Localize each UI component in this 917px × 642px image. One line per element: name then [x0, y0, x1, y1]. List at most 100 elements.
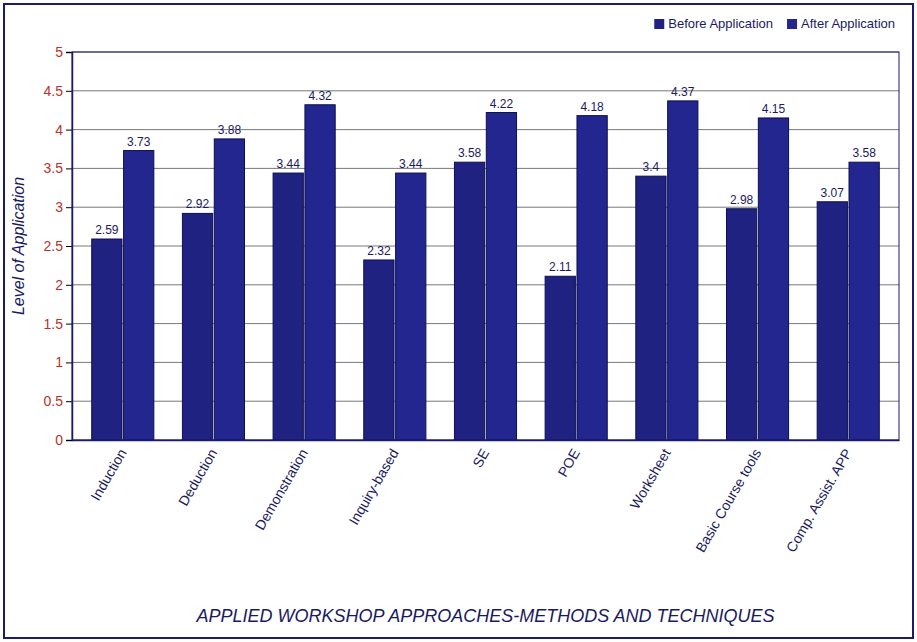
data-label: 3.44 [277, 157, 301, 171]
tick: Induction [87, 440, 129, 503]
data-label: 2.32 [367, 244, 391, 258]
data-label: 3.4 [643, 160, 660, 174]
tick-label: Demonstration [252, 446, 311, 533]
tick-mark [66, 401, 72, 402]
chart: 2.592.923.442.323.582.113.42.983.073.733… [0, 0, 917, 642]
bar [849, 162, 879, 440]
data-label: 4.22 [490, 97, 514, 111]
bar [396, 173, 426, 440]
tick: 1 [55, 354, 72, 370]
tick-mark [66, 362, 72, 363]
tick: 3.5 [44, 160, 72, 176]
tick: 2.5 [44, 238, 72, 254]
grid-line [72, 90, 899, 91]
tick-mark [66, 207, 72, 208]
x-axis-title: APPLIED WORKSHOP APPROACHES-METHODS AND … [195, 606, 774, 626]
tick: Worksheet [627, 440, 674, 512]
bar [92, 239, 122, 440]
tick-label: Worksheet [627, 446, 674, 512]
data-label: 4.37 [671, 85, 695, 99]
tick: Comp. Assist. APP [783, 440, 855, 555]
tick: 4.5 [44, 83, 72, 99]
tick-label: Deduction [175, 446, 220, 509]
tick-mark [66, 324, 72, 325]
data-label: 3.44 [399, 157, 423, 171]
tick: POE [554, 440, 583, 480]
tick-mark [66, 285, 72, 286]
data-label: 3.58 [852, 146, 876, 160]
tick-label: Inquiry-based [345, 446, 401, 527]
bar [305, 105, 335, 440]
data-label: 3.58 [458, 146, 482, 160]
data-label: 3.88 [218, 123, 242, 137]
y-axis-title: Level of Application [10, 177, 27, 315]
bar [636, 176, 666, 440]
tick-mark [66, 91, 72, 92]
tick-label: 4.5 [44, 83, 64, 99]
data-labels: 2.592.923.442.323.582.113.42.983.073.733… [95, 85, 876, 274]
data-label: 2.59 [95, 223, 119, 237]
tick: 0.5 [44, 393, 72, 409]
legend-swatch [787, 19, 797, 29]
legend-label: After Application [801, 16, 895, 31]
tick-label: POE [554, 446, 583, 480]
tick-label: Basic Course tools [692, 446, 764, 555]
bar [577, 116, 607, 440]
data-label: 3.07 [821, 186, 845, 200]
legend-label: Before Application [668, 16, 773, 31]
tick-label: Induction [87, 446, 129, 503]
tick-label: 2.5 [44, 238, 64, 254]
tick-label: 0.5 [44, 393, 64, 409]
tick-label: SE [469, 446, 492, 470]
tick-label: 4 [55, 122, 63, 138]
tick-label: 5 [55, 44, 63, 60]
legend-swatch [654, 19, 664, 29]
data-label: 2.92 [186, 197, 210, 211]
tick: 3 [55, 199, 72, 215]
tick-label: 1 [55, 354, 63, 370]
tick: 4 [55, 122, 72, 138]
plot: 2.592.923.442.323.582.113.42.983.073.733… [44, 44, 900, 555]
tick-label: 3.5 [44, 160, 64, 176]
tick-mark [66, 168, 72, 169]
x-axis: Induction Deduction Demonstration Inquiry-b… [73, 440, 900, 555]
tick: 1.5 [44, 316, 72, 332]
tick-label: 2 [55, 277, 63, 293]
data-label: 4.18 [580, 100, 604, 114]
plot-frame [72, 52, 899, 440]
y-axis: 0 0.5 1 1.5 2 2.5 3 3.5 4 4.5 5 [44, 44, 73, 448]
bar [817, 202, 847, 440]
bar [364, 260, 394, 440]
tick: 5 [55, 44, 72, 60]
bar [214, 139, 244, 440]
tick: SE [469, 440, 492, 470]
data-label: 3.73 [127, 135, 151, 149]
tick-mark [66, 440, 72, 441]
tick-label: Comp. Assist. APP [783, 446, 855, 555]
bar [273, 173, 303, 440]
bar [726, 209, 756, 440]
bar [454, 162, 484, 440]
tick: 2 [55, 277, 72, 293]
tick-mark [66, 246, 72, 247]
bar [182, 213, 212, 440]
bar [668, 101, 698, 440]
legend-item: After Application [787, 16, 895, 31]
tick: Deduction [175, 440, 220, 509]
tick: Demonstration [252, 440, 311, 533]
data-label: 4.32 [308, 89, 332, 103]
legend: Before Application After Application [654, 16, 895, 31]
tick: 0 [55, 432, 72, 448]
bars [92, 101, 880, 440]
bar [124, 151, 154, 440]
bar [486, 113, 516, 440]
tick-label: 3 [55, 199, 63, 215]
data-label: 2.98 [730, 193, 754, 207]
bar [545, 276, 575, 440]
data-label: 4.15 [762, 102, 786, 116]
tick: Basic Course tools [692, 440, 764, 555]
tick-mark [66, 130, 72, 131]
legend-item: Before Application [654, 16, 773, 31]
tick: Inquiry-based [345, 440, 401, 527]
bar [758, 118, 788, 440]
